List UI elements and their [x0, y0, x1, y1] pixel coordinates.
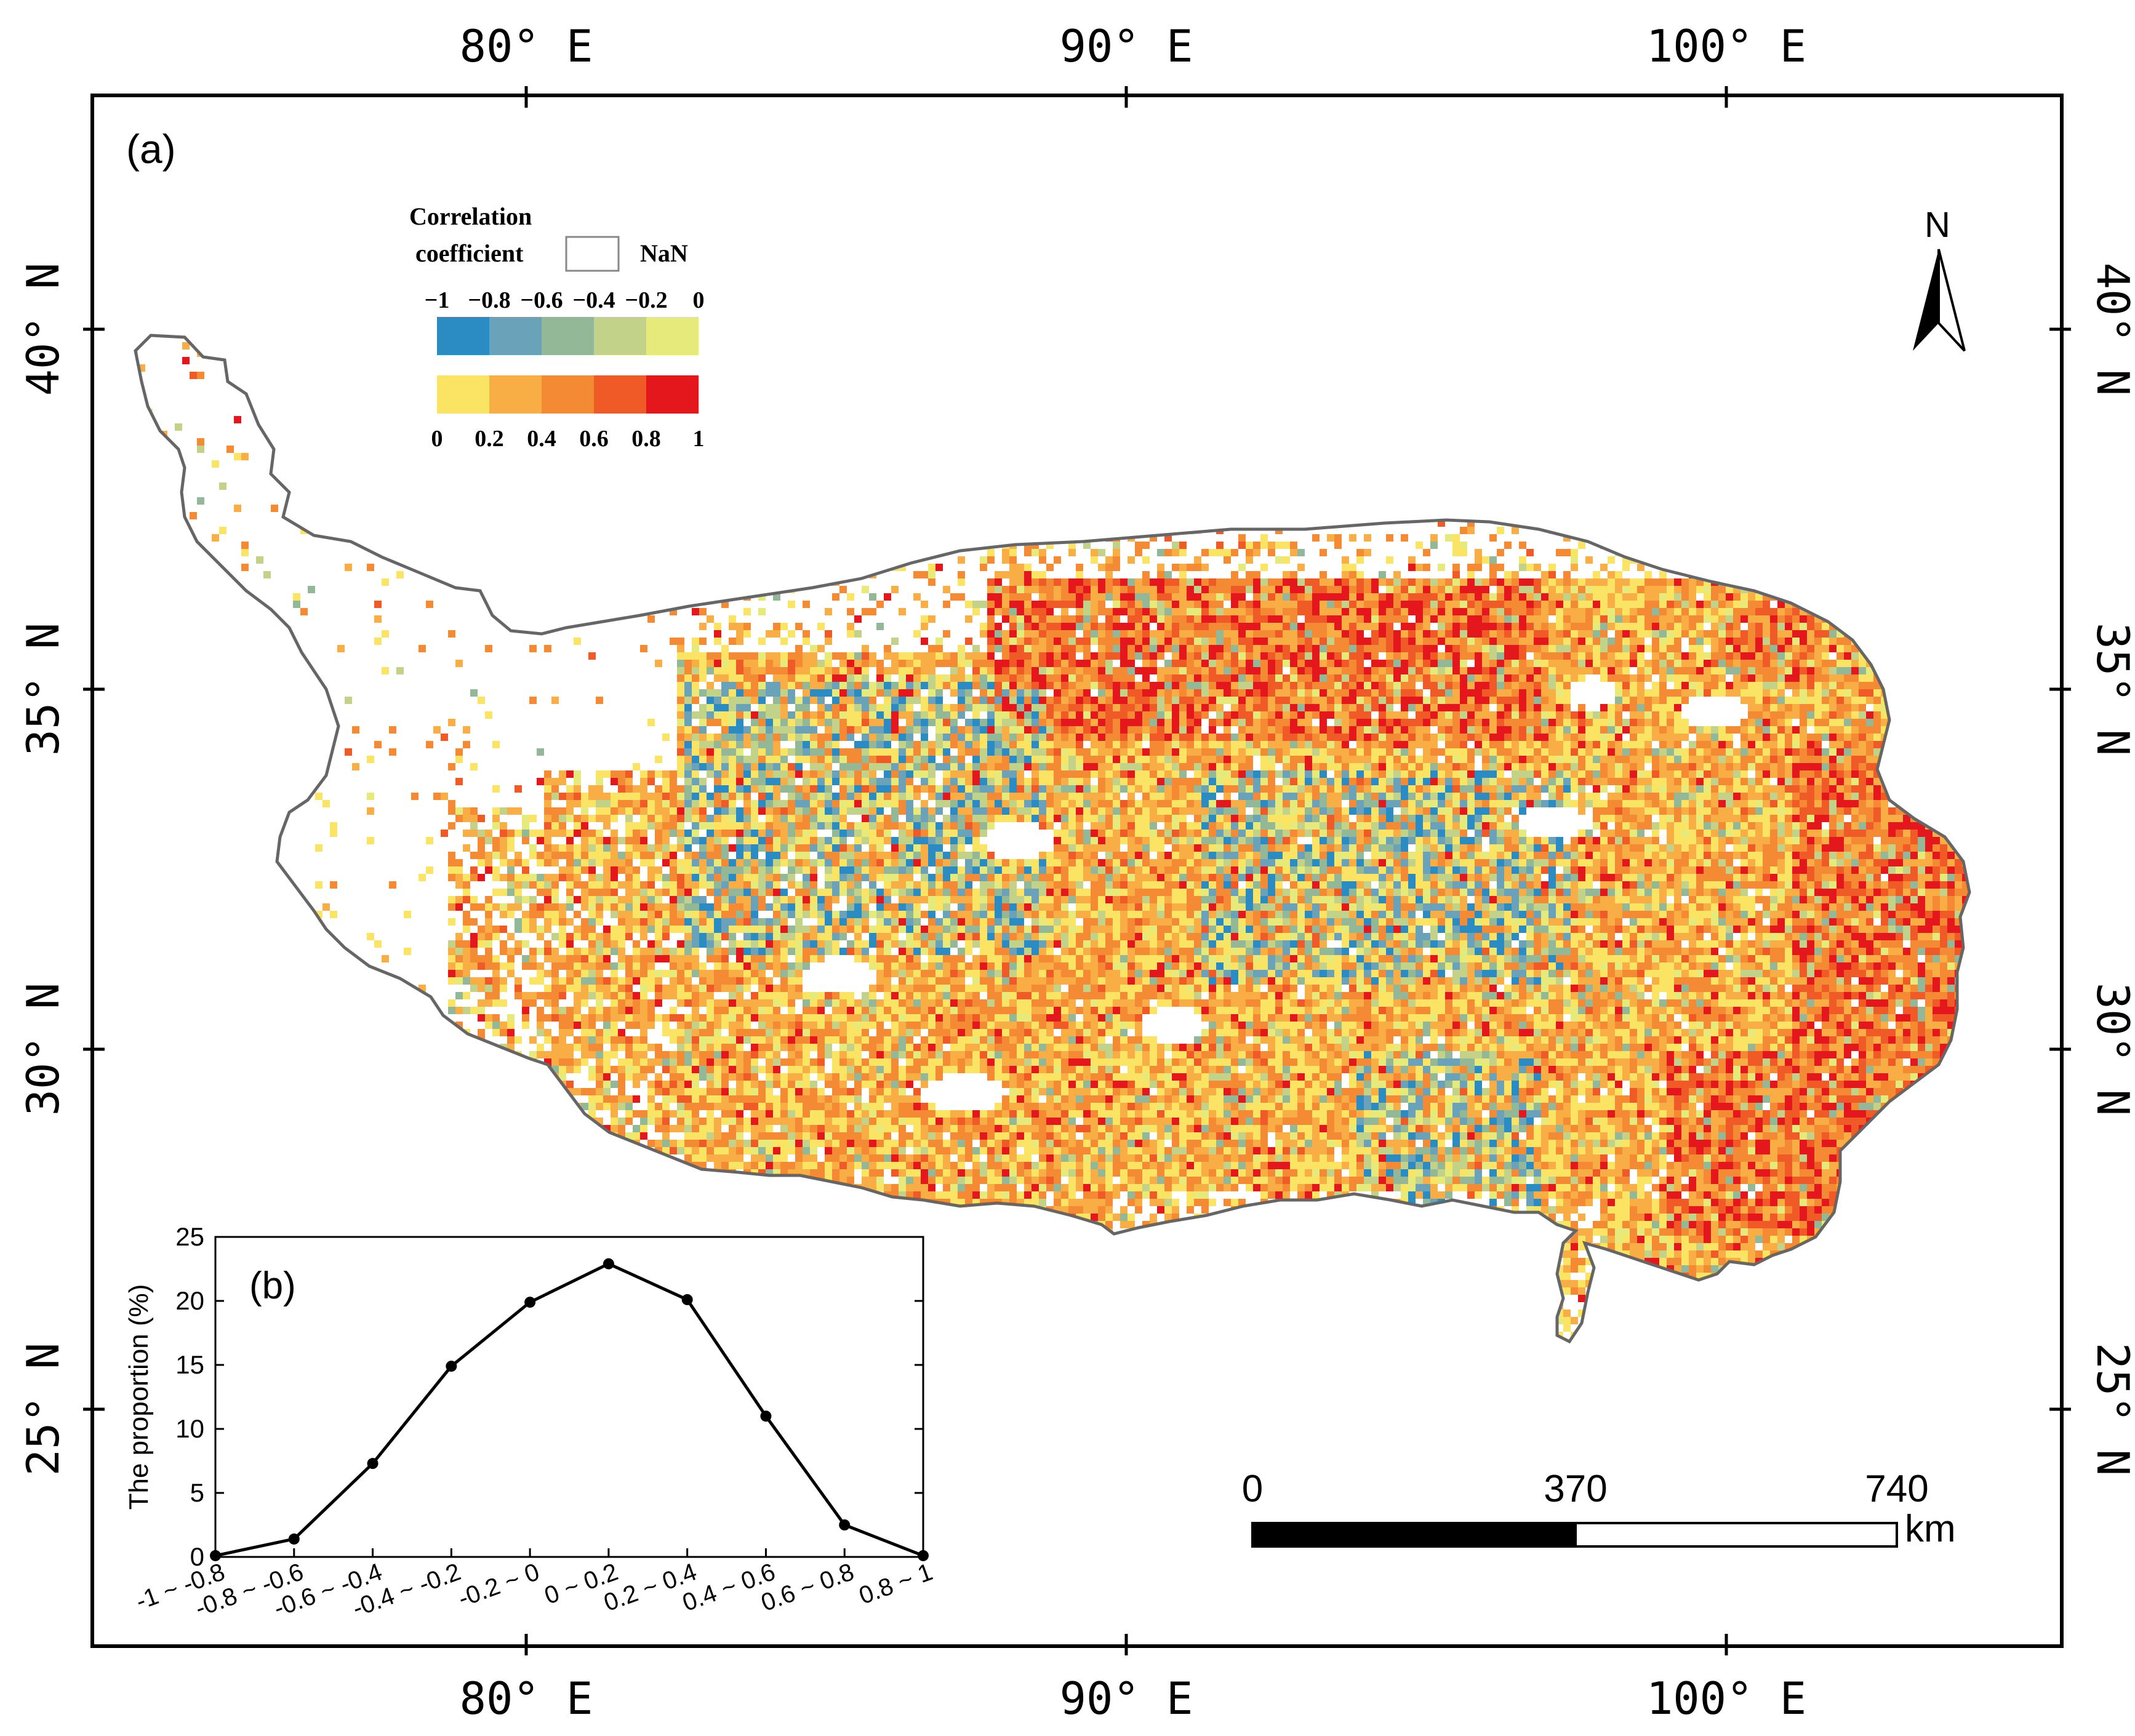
plateau-boundary: [134, 334, 1971, 1344]
legend-pos-tick-0: 0: [431, 426, 443, 452]
lat-label-left-25: 25° N: [17, 1343, 69, 1476]
inset-y-axis-label: The proportion (%): [124, 1284, 154, 1510]
lat-label-left-30: 30° N: [17, 983, 69, 1116]
legend-neg-tick-5: 0: [693, 287, 705, 313]
legend-neg-ticks: −1 −0.8 −0.6 −0.4 −0.2 0: [425, 287, 705, 313]
inset-ytick-label-1: 5: [190, 1478, 204, 1507]
inset-ytick-label-2: 10: [175, 1414, 204, 1443]
scale-unit: km: [1905, 1508, 1956, 1550]
inset-point-2: [367, 1458, 379, 1470]
legend-pos-tick-1: 0.2: [475, 426, 504, 452]
scale-bar-black-segment: [1251, 1522, 1577, 1548]
lon-label-bottom-100: 100° E: [1646, 1673, 1806, 1724]
inset-ytick-label-5: 25: [175, 1222, 204, 1251]
legend: Correlation coefficient NaN −1 −0.8 −0.6 −0…: [409, 202, 705, 452]
legend-nan-swatch: [565, 236, 620, 272]
lat-label-right-35: 35° N: [2087, 623, 2135, 756]
lon-label-top-80: 80° E: [460, 20, 593, 72]
inset-series-line: [215, 1262, 924, 1558]
legend-neg-tick-2: −0.6: [520, 287, 563, 313]
legend-nan-label: NaN: [640, 239, 688, 267]
legend-pos-swatch-4: [646, 375, 699, 414]
inset-point-6: [681, 1294, 693, 1305]
legend-title-line2: coefficient: [415, 239, 524, 267]
inset-series-points: [210, 1258, 929, 1561]
scale-tick-370: 370: [1544, 1468, 1607, 1510]
legend-pos-swatch-0: [437, 375, 489, 414]
inset-point-1: [288, 1533, 300, 1545]
lon-label-bottom-90: 90° E: [1060, 1673, 1193, 1724]
north-arrow-right-icon: [1937, 249, 1966, 352]
legend-pos-tick-5: 1: [693, 426, 705, 452]
north-label: N: [1925, 205, 1950, 245]
legend-neg-tick-3: −0.4: [572, 287, 615, 313]
legend-neg-tick-1: −0.8: [468, 287, 510, 313]
inset-point-4: [524, 1297, 536, 1308]
legend-neg-swatch-4: [646, 317, 699, 355]
scale-bar: 0 370 740 km: [1242, 1468, 1956, 1550]
panel-label-b: (b): [249, 1265, 296, 1307]
panel-label-a: (a): [126, 126, 176, 172]
north-arrow-left-icon: [1913, 249, 1939, 351]
inset-ytick-label-3: 15: [175, 1350, 204, 1379]
inset-point-9: [918, 1550, 929, 1561]
inset-ytick-label-0: 0: [190, 1542, 204, 1571]
inset-point-7: [760, 1410, 772, 1422]
lat-label-right-30: 30° N: [2087, 983, 2135, 1116]
inset-point-8: [839, 1519, 851, 1530]
inset-plot-area: [214, 1236, 924, 1558]
legend-title-line1: Correlation: [409, 202, 532, 230]
legend-pos-tick-3: 0.6: [579, 426, 609, 452]
scale-tick-0: 0: [1242, 1468, 1263, 1510]
lat-label-left-40: 40° N: [17, 263, 69, 396]
legend-pos-tick-2: 0.4: [527, 426, 556, 452]
legend-pos-swatch-1: [489, 375, 542, 414]
legend-neg-swatch-3: [594, 317, 646, 355]
legend-neg-tick-0: −1: [425, 287, 450, 313]
lon-label-top-100: 100° E: [1646, 20, 1806, 72]
inset-y-ticks: 0 5 10 15 20 25: [175, 1222, 923, 1571]
inset-point-5: [603, 1258, 614, 1270]
lat-label-left-35: 35° N: [17, 623, 69, 756]
lat-label-right-40: 40° N: [2087, 263, 2135, 396]
legend-pos-swatch-2: [542, 375, 594, 414]
north-arrow: N: [1913, 205, 1966, 352]
graticule-ticks: [83, 86, 2071, 1655]
legend-pos-swatch-3: [594, 375, 646, 414]
inset-point-3: [446, 1361, 457, 1372]
lon-label-bottom-80: 80° E: [460, 1673, 593, 1724]
legend-neg-swatch-1: [489, 317, 542, 355]
inset-ytick-label-4: 20: [175, 1286, 204, 1315]
legend-neg-tick-4: −0.2: [625, 287, 667, 313]
lat-label-right-25: 25° N: [2087, 1343, 2135, 1476]
legend-neg-swatch-0: [437, 317, 489, 355]
legend-pos-colorbar: [437, 375, 699, 414]
inset-point-0: [210, 1550, 221, 1561]
lon-label-top-90: 90° E: [1060, 20, 1193, 72]
legend-neg-swatch-2: [542, 317, 594, 355]
legend-pos-tick-4: 0.8: [631, 426, 661, 452]
legend-neg-colorbar: [437, 317, 699, 355]
legend-pos-ticks: 0 0.2 0.4 0.6 0.8 1: [431, 426, 705, 452]
scale-tick-740: 740: [1865, 1468, 1928, 1510]
scale-bar-white-segment: [1574, 1522, 1898, 1548]
